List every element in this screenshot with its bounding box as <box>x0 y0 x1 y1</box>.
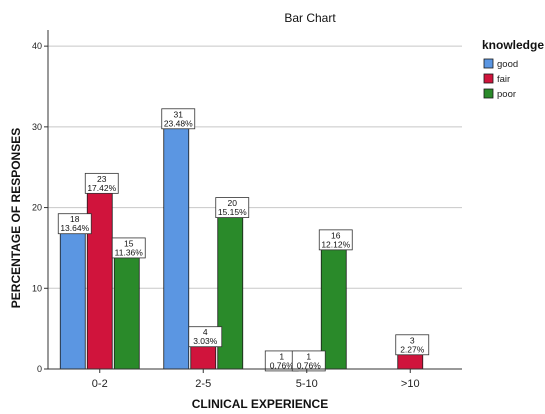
x-tick-label: >10 <box>401 378 420 390</box>
x-axis-label: CLINICAL EXPERIENCE <box>192 397 328 411</box>
legend-swatch-good <box>483 58 494 69</box>
legend-label-good: good <box>497 59 518 70</box>
x-tick-label: 2-5 <box>195 378 211 390</box>
x-tick-label: 5-10 <box>296 378 318 390</box>
data-label-count: 15 <box>124 238 134 248</box>
data-label-count: 23 <box>97 174 107 184</box>
y-tick-label: 40 <box>32 41 42 51</box>
legend-label-fair: fair <box>497 74 510 85</box>
axes <box>47 30 462 370</box>
grid-lines <box>48 45 462 289</box>
legend: knowledge good fair poor <box>482 38 544 100</box>
bar-poor-5-10 <box>320 239 347 370</box>
data-label-percent: 0.76% <box>270 360 295 370</box>
bar-poor-0-2 <box>113 247 140 370</box>
data-label-count: 3 <box>410 335 415 345</box>
data-label-percent: 0.76% <box>297 360 322 370</box>
x-axis-ticks: 0-2 2-5 5-10 >10 <box>92 369 420 390</box>
y-tick-label: 30 <box>32 122 42 132</box>
bar-good-0-2 <box>59 223 86 370</box>
data-label-box <box>215 197 250 218</box>
data-label-percent: 15.15% <box>218 207 247 217</box>
legend-swatch-fair <box>483 73 494 84</box>
data-label-box <box>84 172 119 194</box>
bar-fair-0-2 <box>86 182 113 370</box>
data-label-box <box>318 229 353 251</box>
data-label-box <box>188 326 223 348</box>
data-labels: 1813.64%2317.42%1511.36%3123.48%43.03%20… <box>57 108 430 372</box>
y-axis-ticks: 0 10 20 30 40 <box>32 41 48 374</box>
x-tick-label: 0-2 <box>92 378 108 390</box>
y-tick-label: 10 <box>32 283 42 293</box>
data-label: 43.03% <box>188 326 223 348</box>
data-label-count: 16 <box>331 230 341 240</box>
y-axis-label: PERCENTAGE OF RESPONSES <box>9 128 23 308</box>
data-label-percent: 3.03% <box>193 336 218 346</box>
legend-label-poor: poor <box>497 89 516 100</box>
data-label-percent: 12.12% <box>321 239 350 249</box>
legend-title: knowledge <box>482 38 544 52</box>
data-label-count: 20 <box>228 198 238 208</box>
data-label-percent: 11.36% <box>115 247 144 257</box>
data-label-box <box>291 350 326 372</box>
legend-swatch-poor <box>483 88 494 99</box>
data-label: 32.27% <box>395 334 430 356</box>
bar-good-2-5 <box>163 118 190 370</box>
y-tick-label: 0 <box>37 364 42 374</box>
chart-title: Bar Chart <box>284 11 336 25</box>
data-label: 10.76% <box>291 350 326 372</box>
data-label-count: 1 <box>279 351 284 361</box>
data-label-percent: 17.42% <box>87 183 116 193</box>
data-label-count: 4 <box>203 327 208 337</box>
data-label-box <box>395 334 430 356</box>
data-label-count: 31 <box>174 109 184 119</box>
data-label-count: 1 <box>306 351 311 361</box>
data-label-box <box>161 108 196 130</box>
data-label-percent: 23.48% <box>164 118 193 128</box>
data-label-box <box>111 237 146 259</box>
data-label-box <box>57 213 92 235</box>
y-tick-label: 20 <box>32 203 42 213</box>
data-label-percent: 2.27% <box>400 344 425 354</box>
data-label-count: 18 <box>70 214 80 224</box>
data-label-percent: 13.64% <box>60 223 89 233</box>
